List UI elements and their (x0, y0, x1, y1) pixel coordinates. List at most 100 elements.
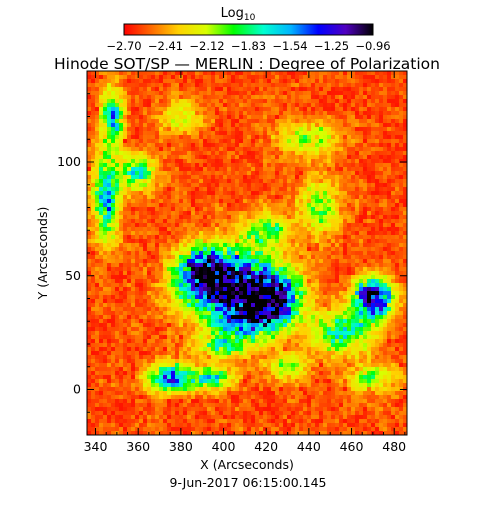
heatmap-cell (383, 299, 387, 303)
heatmap-cell (319, 271, 323, 275)
heatmap-cell (355, 127, 359, 131)
heatmap-cell (127, 247, 131, 251)
heatmap-cell (287, 139, 291, 143)
heatmap-cell (115, 139, 119, 143)
heatmap-cell (143, 155, 147, 159)
heatmap-cell (299, 111, 303, 115)
heatmap-cell (227, 263, 231, 267)
heatmap-cell (399, 183, 403, 187)
heatmap-cell (239, 119, 243, 123)
heatmap-cell (307, 287, 311, 291)
heatmap-cell (343, 307, 347, 311)
heatmap-cell (247, 227, 251, 231)
heatmap-cell (251, 211, 255, 215)
heatmap-cell (319, 127, 323, 131)
heatmap-cell (131, 167, 135, 171)
heatmap-cell (351, 219, 355, 223)
heatmap-cell (271, 255, 275, 259)
heatmap-cell (387, 215, 391, 219)
heatmap-cell (251, 299, 255, 303)
heatmap-cell (311, 303, 315, 307)
heatmap-cell (171, 123, 175, 127)
heatmap-cell (287, 111, 291, 115)
heatmap-cell (303, 315, 307, 319)
heatmap-cell (147, 87, 151, 91)
heatmap-cell (307, 223, 311, 227)
heatmap-cell (299, 259, 303, 263)
heatmap-cell (299, 115, 303, 119)
heatmap-cell (303, 139, 307, 143)
heatmap-cell (155, 279, 159, 283)
heatmap-cell (151, 235, 155, 239)
heatmap-cell (347, 127, 351, 131)
heatmap-cell (379, 271, 383, 275)
heatmap-cell (175, 219, 179, 223)
heatmap-cell (147, 103, 151, 107)
heatmap-cell (299, 91, 303, 95)
heatmap-cell (179, 139, 183, 143)
heatmap-cell (203, 79, 207, 83)
heatmap-cell (199, 299, 203, 303)
heatmap-cell (215, 291, 219, 295)
heatmap-cell (239, 311, 243, 315)
heatmap-cell (255, 103, 259, 107)
heatmap-cell (347, 259, 351, 263)
heatmap-cell (379, 311, 383, 315)
heatmap-cell (195, 87, 199, 91)
heatmap-cell (327, 131, 331, 135)
heatmap-cell (399, 311, 403, 315)
heatmap-cell (187, 243, 191, 247)
heatmap-cell (143, 87, 147, 91)
heatmap-cell (223, 219, 227, 223)
heatmap-cell (191, 171, 195, 175)
heatmap-cell (107, 95, 111, 99)
heatmap-cell (95, 187, 99, 191)
heatmap-cell (151, 167, 155, 171)
heatmap-cell (147, 199, 151, 203)
heatmap-cell (111, 195, 115, 199)
heatmap-cell (367, 159, 371, 163)
heatmap-cell (243, 123, 247, 127)
heatmap-cell (371, 155, 375, 159)
heatmap-cell (175, 167, 179, 171)
heatmap-cell (123, 159, 127, 163)
heatmap-cell (267, 279, 271, 283)
heatmap-cell (371, 123, 375, 127)
heatmap-cell (295, 75, 299, 79)
heatmap-cell (343, 87, 347, 91)
heatmap-cell (331, 291, 335, 295)
heatmap-cell (263, 243, 267, 247)
heatmap-cell (287, 83, 291, 87)
heatmap-cell (171, 71, 175, 75)
heatmap-cell (167, 207, 171, 211)
heatmap-cell (303, 155, 307, 159)
heatmap-cell (239, 271, 243, 275)
heatmap-cell (263, 115, 267, 119)
heatmap-cell (171, 319, 175, 323)
heatmap-cell (175, 223, 179, 227)
heatmap-cell (175, 287, 179, 291)
heatmap-cell (159, 99, 163, 103)
heatmap-cell (191, 287, 195, 291)
heatmap-cell (123, 219, 127, 223)
heatmap-cell (331, 135, 335, 139)
heatmap-cell (331, 187, 335, 191)
heatmap-cell (367, 75, 371, 79)
heatmap-cell (167, 247, 171, 251)
heatmap-cell (135, 243, 139, 247)
heatmap-cell (143, 147, 147, 151)
heatmap-cell (347, 231, 351, 235)
heatmap-cell (215, 147, 219, 151)
heatmap-cell (211, 131, 215, 135)
heatmap-cell (195, 191, 199, 195)
heatmap-cell (375, 163, 379, 167)
heatmap-cell (163, 175, 167, 179)
heatmap-cell (107, 135, 111, 139)
heatmap-cell (323, 107, 327, 111)
heatmap-cell (247, 151, 251, 155)
heatmap-cell (383, 119, 387, 123)
heatmap-cell (143, 119, 147, 123)
heatmap-cell (315, 75, 319, 79)
heatmap-cell (395, 195, 399, 199)
heatmap-cell (295, 111, 299, 115)
